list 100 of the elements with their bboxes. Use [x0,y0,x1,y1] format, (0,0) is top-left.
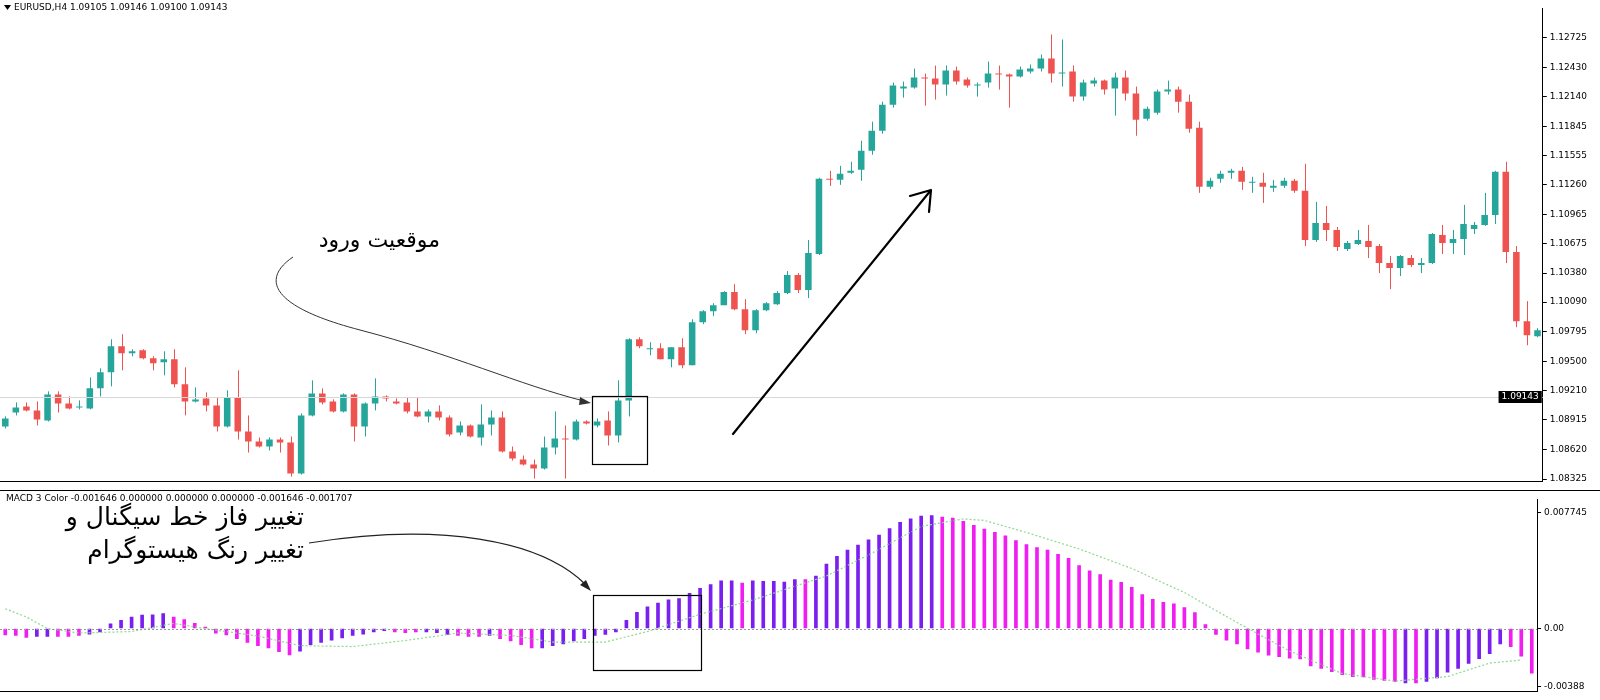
annotation: موقعیت ورود [318,226,440,254]
bar [1519,628,1524,657]
y-tick-label: 1.11260 [1549,179,1588,190]
bar [1056,554,1060,629]
bar [182,619,187,629]
bar [1319,628,1324,669]
candlestick [1174,86,1182,114]
candlestick [477,403,485,447]
bar [677,598,681,629]
candlestick [202,391,210,412]
candlestick [604,410,611,447]
bar [1193,612,1197,629]
bar [940,516,945,629]
candlestick [414,396,421,418]
bar [119,619,123,629]
chart-title: MACD 3 Color -0.001646 0.000000 0.000000 0.000000 -0.001646 -0.001707 [6,493,353,503]
bar [24,628,29,638]
candlestick [340,392,347,413]
y-tick-label: 1.11555 [1549,149,1587,160]
bar [1340,628,1345,675]
y-tick-label: 1.10380 [1549,267,1588,278]
bar [1014,540,1018,629]
candlestick [530,459,537,480]
candlestick [308,379,315,417]
bar [877,534,881,629]
candlestick [562,424,569,480]
candlestick [361,401,368,437]
candlestick [1449,229,1457,255]
bar [277,628,281,652]
bar [656,602,660,629]
candlestick [1386,255,1393,290]
y-tick-label: 1.10675 [1549,237,1587,248]
candlestick [921,73,928,107]
bar [814,575,818,629]
candlestick [910,68,918,90]
bar [161,613,166,629]
candlestick [783,270,791,295]
bar [919,515,924,629]
bar [550,628,555,646]
bar [1350,628,1355,677]
candlestick [931,65,939,101]
candlestick [953,66,960,86]
candlestick [488,409,495,436]
candlestick [678,337,685,369]
y-tick-label: 1.12725 [1549,32,1587,43]
candlestick [752,308,759,334]
bar [319,628,323,643]
annotation: تغییر فاز خط سیگنال و تغییر رنگ هیستوگرام [65,502,304,566]
y-tick-label: -0.00388 [1544,681,1585,692]
bar [350,628,355,636]
bar [1372,628,1376,680]
bar [3,628,8,636]
y-tick-label: 1.10090 [1549,296,1588,307]
bar [1329,628,1334,672]
bar [750,580,755,629]
candlestick [741,298,749,335]
candlestick [160,350,168,376]
bar [1298,628,1303,660]
bar [1077,565,1081,629]
bar [729,580,734,629]
candlestick [1111,72,1119,117]
bar [1140,594,1145,629]
bar [993,532,997,629]
bar [635,611,639,629]
bar [898,522,902,629]
y-tick-label: 1.09500 [1549,355,1588,366]
candlestick [667,346,675,368]
candlestick [889,82,897,109]
bar [340,628,344,639]
bar [582,628,587,640]
candlestick [794,272,802,294]
bar [1308,628,1313,667]
y-tick-label: 1.09795 [1549,326,1587,337]
candlestick [33,400,41,426]
candlestick [857,140,865,182]
candlestick [540,435,548,471]
y-tick-label: 0.007745 [1544,506,1588,517]
bar [771,581,776,629]
bar [1235,628,1239,645]
bar [1508,628,1513,647]
y-tick-label: 1.08915 [1549,414,1587,425]
bar [540,628,545,649]
candlestick [1122,70,1129,102]
bar [740,582,745,629]
bar [950,517,955,629]
y-tick-label: 1.08325 [1549,473,1587,484]
candlestick [445,414,453,437]
bar [782,581,787,629]
candlestick [826,170,833,187]
y-tick-label: 1.12430 [1549,61,1588,72]
bar [298,628,302,652]
bar [1529,628,1534,674]
candlestick [1153,89,1161,116]
candlestick [1322,205,1330,242]
bar [1161,602,1166,629]
bar [856,544,860,629]
bar [961,520,966,629]
candlestick [1481,192,1488,227]
y-tick-label: 1.08620 [1549,443,1588,454]
bar [793,579,797,629]
